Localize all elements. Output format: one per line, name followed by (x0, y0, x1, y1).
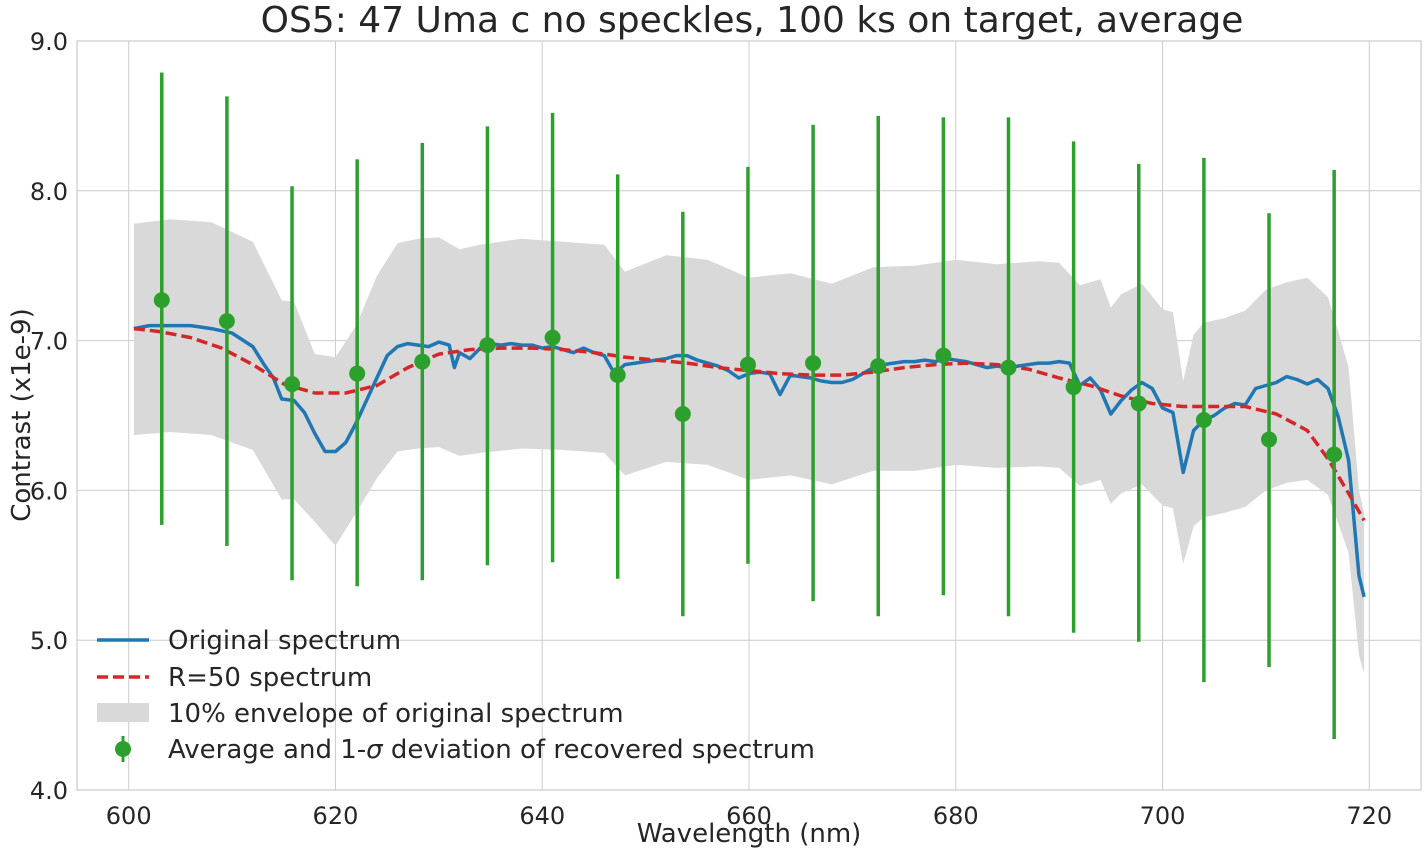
recovered-point (544, 329, 561, 346)
recovered-point (1065, 379, 1082, 396)
recovered-point (1130, 395, 1147, 412)
plot-area (76, 40, 1422, 791)
x-tick-label: 720 (1346, 802, 1392, 830)
recovered-point (739, 356, 756, 373)
recovered-point (284, 376, 301, 393)
legend-label-envelope: 10% envelope of original spectrum (168, 699, 624, 729)
y-tick-label: 8.0 (30, 178, 68, 206)
recovered-point (1261, 431, 1278, 448)
recovered-point (1195, 411, 1212, 428)
y-tick-label: 9.0 (30, 28, 68, 56)
x-tick-labels: 600 620 640 660 680 700 720 (106, 802, 1392, 830)
recovered-point (349, 365, 366, 382)
y-tick-label: 6.0 (30, 477, 68, 505)
x-axis-title: Wavelength (nm) (637, 819, 862, 849)
recovered-point (805, 355, 822, 372)
recovered-point (870, 358, 887, 375)
x-tick-label: 680 (933, 802, 979, 830)
legend-swatch-recovered (115, 736, 131, 762)
recovered-point (153, 292, 170, 309)
recovered-point (674, 406, 691, 423)
legend-swatch-envelope (97, 703, 149, 722)
recovered-point (1326, 446, 1343, 463)
y-tick-labels: 4.0 5.0 6.0 7.0 8.0 9.0 (30, 28, 68, 805)
x-tick-label: 700 (1140, 802, 1186, 830)
lines-layer (133, 323, 1366, 598)
y-tick-label: 5.0 (30, 627, 68, 655)
legend: Original spectrum R=50 spectrum 10% enve… (97, 626, 815, 765)
x-tick-label: 660 (726, 802, 772, 830)
x-tick-label: 600 (106, 802, 152, 830)
y-tick-label: 7.0 (30, 328, 68, 356)
recovered-point (609, 367, 626, 384)
x-tick-label: 620 (313, 802, 359, 830)
chart-title: OS5: 47 Uma c no speckles, 100 ks on tar… (261, 0, 1244, 41)
x-tick-label: 640 (519, 802, 565, 830)
recovered-point (935, 347, 952, 364)
recovered-point (218, 313, 235, 330)
recovered-point (1000, 359, 1017, 376)
y-axis-title: Contrast (x1e-9) (7, 308, 37, 522)
recovered-point (414, 353, 431, 370)
legend-label-recovered: Average and 1-σ deviation of recovered s… (168, 735, 815, 765)
original-spectrum-line (133, 323, 1366, 598)
errorbar-layer (153, 72, 1343, 740)
recovered-point (479, 337, 496, 354)
legend-label-r50: R=50 spectrum (168, 663, 372, 693)
legend-label-original: Original spectrum (168, 626, 401, 656)
y-tick-label: 4.0 (30, 777, 68, 805)
